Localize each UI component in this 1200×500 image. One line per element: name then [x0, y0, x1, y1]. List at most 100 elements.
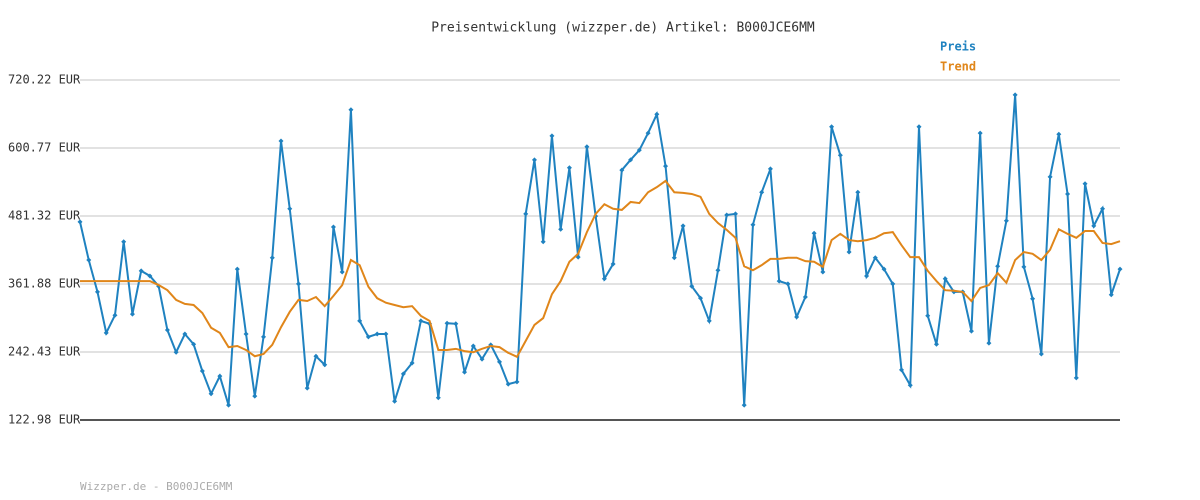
point-marker	[217, 373, 223, 379]
point-marker	[435, 395, 441, 401]
point-marker	[706, 318, 712, 324]
point-marker	[112, 312, 118, 318]
point-marker	[986, 340, 992, 346]
point-marker	[855, 189, 861, 195]
point-marker	[86, 257, 92, 263]
chart-title: Preisentwicklung (wizzper.de) Artikel: B…	[431, 21, 815, 36]
point-marker	[968, 328, 974, 334]
point-marker	[785, 281, 791, 287]
point-marker	[663, 163, 669, 169]
y-tick-label: 242.43 EUR	[8, 344, 81, 358]
point-marker	[505, 381, 511, 387]
y-tick-label: 720.22 EUR	[8, 73, 81, 87]
point-marker	[531, 157, 537, 163]
point-marker	[584, 144, 590, 150]
point-marker	[77, 219, 83, 225]
point-marker	[313, 353, 319, 359]
point-marker	[348, 107, 354, 113]
point-marker	[741, 402, 747, 408]
point-marker	[794, 314, 800, 320]
y-tick-label: 122.98 EUR	[8, 413, 81, 427]
point-marker	[1003, 218, 1009, 224]
point-marker	[689, 283, 695, 289]
point-marker	[732, 211, 738, 217]
y-tick-label: 481.32 EUR	[8, 209, 81, 223]
legend-entry: Trend	[940, 60, 976, 74]
point-marker	[837, 152, 843, 158]
point-marker	[278, 138, 284, 144]
point-marker	[636, 147, 642, 153]
point-marker	[243, 331, 249, 337]
point-marker	[977, 130, 983, 136]
point-marker	[671, 255, 677, 261]
point-marker	[252, 393, 258, 399]
point-marker	[1038, 351, 1044, 357]
point-marker	[1021, 264, 1027, 270]
point-marker	[933, 341, 939, 347]
point-marker	[925, 313, 931, 319]
point-marker	[409, 360, 415, 366]
point-marker	[942, 276, 948, 282]
point-marker	[226, 402, 232, 408]
point-marker	[365, 334, 371, 340]
point-marker	[610, 261, 616, 267]
point-marker	[1100, 206, 1106, 212]
legend-entry: Preis	[940, 40, 976, 54]
point-marker	[339, 269, 345, 275]
point-marker	[1082, 181, 1088, 187]
point-marker	[383, 331, 389, 337]
point-marker	[654, 111, 660, 117]
point-marker	[392, 398, 398, 404]
point-marker	[121, 239, 127, 245]
point-marker	[628, 157, 634, 163]
point-marker	[261, 334, 267, 340]
y-tick-label: 600.77 EUR	[8, 141, 81, 155]
point-marker	[619, 167, 625, 173]
point-marker	[330, 224, 336, 230]
point-marker	[846, 249, 852, 255]
point-marker	[208, 391, 214, 397]
point-marker	[295, 281, 301, 287]
point-marker	[995, 263, 1001, 269]
point-marker	[470, 343, 476, 349]
point-marker	[147, 273, 153, 279]
point-marker	[899, 367, 905, 373]
point-marker	[173, 349, 179, 355]
point-marker	[680, 223, 686, 229]
point-marker	[479, 356, 485, 362]
point-marker	[374, 331, 380, 337]
point-marker	[287, 206, 293, 212]
point-marker	[322, 362, 328, 368]
point-marker	[916, 124, 922, 130]
point-marker	[1091, 223, 1097, 229]
y-tick-label: 361.88 EUR	[8, 276, 81, 290]
point-marker	[715, 267, 721, 273]
point-marker	[1012, 92, 1018, 98]
point-marker	[462, 369, 468, 375]
point-marker	[811, 230, 817, 236]
point-marker	[864, 273, 870, 279]
point-marker	[540, 239, 546, 245]
point-marker	[357, 318, 363, 324]
point-marker	[453, 321, 459, 327]
point-marker	[418, 318, 424, 324]
point-marker	[1056, 131, 1062, 137]
point-marker	[304, 385, 310, 391]
point-marker	[558, 226, 564, 232]
footer: Wizzper.de - B000JCE6MM	[80, 480, 233, 493]
point-marker	[802, 294, 808, 300]
point-marker	[767, 166, 773, 172]
point-marker	[566, 165, 572, 171]
point-marker	[698, 295, 704, 301]
point-marker	[182, 331, 188, 337]
point-marker	[514, 379, 520, 385]
point-marker	[776, 278, 782, 284]
point-marker	[890, 281, 896, 287]
point-marker	[199, 368, 205, 374]
point-marker	[234, 266, 240, 272]
point-marker	[129, 311, 135, 317]
series-line	[80, 179, 1121, 359]
point-marker	[523, 211, 529, 217]
